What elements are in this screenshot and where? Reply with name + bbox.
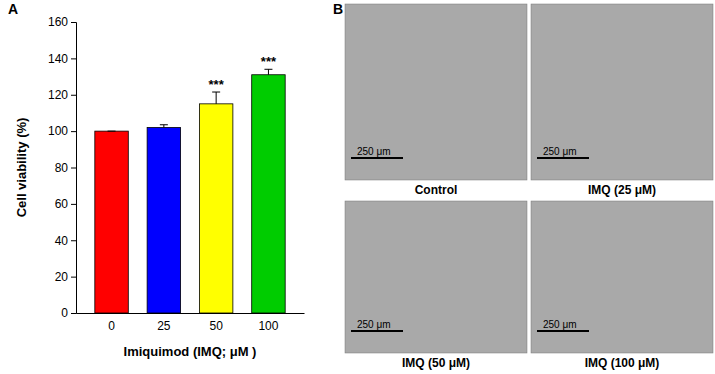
- y-tick-label: 60: [55, 197, 69, 211]
- y-tick: 100: [48, 124, 76, 138]
- y-tick: 140: [48, 52, 76, 66]
- y-tick: 20: [55, 270, 76, 284]
- y-tick-mark: [71, 240, 76, 241]
- y-tick: 120: [48, 88, 76, 102]
- error-bar-stem: [216, 92, 217, 104]
- scale-bar-label: 250 μm: [357, 146, 391, 157]
- y-axis: 0 20 40 60 80 100 120 140 160: [48, 15, 77, 320]
- micrograph-caption: IMQ (50 μM): [402, 356, 470, 370]
- y-tick: 40: [55, 234, 76, 248]
- y-tick-mark: [71, 168, 76, 169]
- x-tick: 25: [157, 313, 171, 333]
- significance-label: ***: [261, 54, 277, 69]
- micrograph: 250 μm: [345, 4, 527, 180]
- x-tick: 100: [258, 313, 278, 333]
- x-axis-title: Imiquimod (IMQ; μM ): [124, 344, 257, 359]
- micrograph-caption: IMQ (25 μM): [588, 183, 656, 197]
- y-tick-mark: [71, 204, 76, 205]
- scale-bar: [351, 330, 403, 332]
- error-bar: [160, 125, 168, 128]
- scale-bar: [537, 330, 589, 332]
- figure: A B 0 20 40 60 80 100 120 140 160 0 25 50 100 *** *** Imi…: [0, 0, 715, 374]
- error-bar: [108, 131, 116, 132]
- y-tick: 80: [55, 161, 76, 175]
- y-tick-label: 140: [48, 52, 68, 66]
- y-tick-label: 100: [48, 124, 68, 138]
- bar: [147, 127, 180, 313]
- micrograph: 250 μm: [531, 4, 713, 180]
- y-tick-label: 40: [55, 234, 69, 248]
- micrograph-image: [531, 4, 713, 180]
- x-tick-label: 25: [157, 319, 171, 333]
- micrograph-caption: Control: [415, 183, 458, 197]
- plot: 0 20 40 60 80 100 120 140 160 0 25 50 100 *** ***: [48, 15, 305, 333]
- y-tick: 160: [48, 15, 76, 29]
- bar: [252, 75, 285, 313]
- micrograph-image: [531, 201, 713, 353]
- bar: [95, 131, 128, 313]
- y-tick-label: 80: [55, 161, 69, 175]
- x-tick-label: 0: [108, 319, 115, 333]
- error-bar: [264, 69, 272, 74]
- scale-bar-label: 250 μm: [543, 146, 577, 157]
- error-bar-cap: [108, 131, 116, 132]
- significance-label: ***: [209, 77, 225, 92]
- error-bar-cap: [160, 124, 168, 125]
- y-tick-mark: [71, 277, 76, 278]
- error-bar-stem: [268, 69, 269, 74]
- x-axis-line: [77, 313, 305, 314]
- x-tick-label: 50: [209, 319, 223, 333]
- scale-bar-label: 250 μm: [543, 319, 577, 330]
- scale-bar: [351, 157, 403, 159]
- y-axis-title: Cell viability (%): [14, 118, 29, 218]
- micrograph-caption: IMQ (100 μM): [585, 356, 660, 370]
- y-tick-mark: [71, 131, 76, 132]
- panel-label: A: [8, 1, 18, 17]
- scale-bar: [537, 157, 589, 159]
- x-tick-label: 100: [258, 319, 278, 333]
- bars: [95, 69, 285, 313]
- micrograph: 250 μm: [345, 201, 527, 353]
- x-axis: 0 25 50 100: [77, 313, 305, 333]
- y-tick-mark: [71, 22, 76, 23]
- y-tick-label: 160: [48, 15, 68, 29]
- micrograph-image: [345, 201, 527, 353]
- bar: [199, 104, 232, 313]
- y-tick: 0: [61, 306, 76, 320]
- y-tick-label: 20: [55, 270, 69, 284]
- x-tick: 50: [209, 313, 223, 333]
- y-axis-line: [71, 23, 77, 314]
- scale-bar-label: 250 μm: [357, 319, 391, 330]
- error-bar: [212, 92, 220, 104]
- y-tick-mark: [71, 58, 76, 59]
- y-tick: 60: [55, 197, 76, 211]
- micrograph-image: [345, 4, 527, 180]
- y-tick-mark: [71, 313, 76, 314]
- x-tick: 0: [108, 313, 115, 333]
- y-tick-mark: [71, 95, 76, 96]
- y-tick-label: 0: [61, 306, 68, 320]
- micrograph: 250 μm: [531, 201, 713, 353]
- panel-label: B: [333, 1, 343, 17]
- y-tick-label: 120: [48, 88, 68, 102]
